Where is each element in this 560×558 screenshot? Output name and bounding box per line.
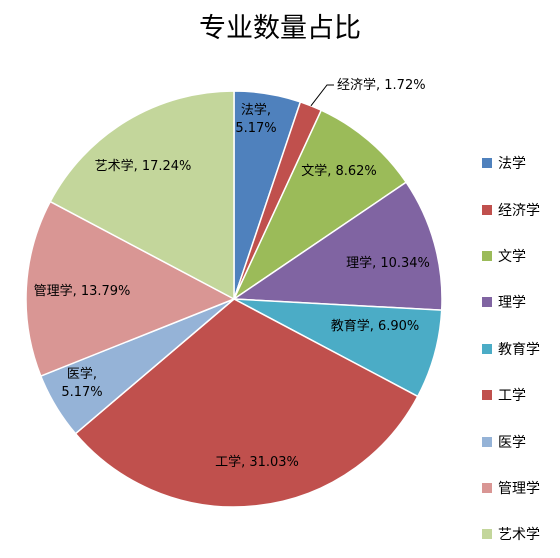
legend-item-艺术学: 艺术学: [482, 511, 540, 557]
chart-title: 专业数量占比: [199, 13, 361, 44]
legend-item-工学: 工学: [482, 372, 540, 418]
legend-item-理学: 理学: [482, 279, 540, 325]
pie-slice-艺术学: [49, 90, 235, 301]
legend-label: 文学: [498, 248, 526, 265]
legend-item-法学: 法学: [482, 140, 540, 186]
data-label-医学: 医学, 5.17%: [61, 366, 102, 400]
legend-label: 工学: [498, 388, 526, 405]
legend-swatch: [482, 158, 492, 169]
legend-swatch: [482, 343, 492, 354]
data-label-法学: 法学, 5.17%: [235, 102, 276, 136]
legend: 法学经济学文学理学教育学工学医学管理学艺术学: [482, 140, 540, 558]
legend-swatch: [482, 529, 492, 540]
data-label-工学: 工学, 31.03%: [215, 454, 299, 470]
pie-slice-工学: [74, 298, 419, 508]
legend-item-文学: 文学: [482, 233, 540, 279]
data-label-艺术学: 艺术学, 17.24%: [95, 158, 192, 174]
data-label-文学: 文学, 8.62%: [301, 163, 377, 179]
legend-swatch: [482, 436, 492, 447]
legend-label: 教育学: [498, 341, 540, 358]
legend-swatch: [482, 204, 492, 215]
legend-item-教育学: 教育学: [482, 326, 540, 372]
data-label-教育学: 教育学, 6.90%: [331, 318, 420, 334]
legend-swatch: [482, 390, 492, 401]
pie-slice-管理学: [25, 200, 236, 377]
pie-chart: 法学, 5.17% 经济学, 1.72% 文学, 8.62% 理学, 10.34% 教育学…: [25, 77, 443, 508]
data-label-理学: 理学, 10.34%: [346, 255, 430, 271]
legend-label: 理学: [498, 295, 526, 312]
pie-slice-文学: [232, 109, 408, 302]
legend-item-经济学: 经济学: [482, 186, 540, 232]
legend-swatch: [482, 297, 492, 308]
legend-item-医学: 医学: [482, 418, 540, 464]
legend-swatch: [482, 250, 492, 261]
pie-slice-理学: [231, 181, 443, 311]
leader-line-经济学: [310, 84, 334, 107]
legend-label: 法学: [498, 156, 526, 173]
data-label-管理学: 管理学, 13.79%: [34, 283, 131, 299]
legend-item-管理学: 管理学: [482, 465, 540, 511]
legend-label: 艺术学: [498, 527, 540, 544]
data-label-经济学: 经济学, 1.72%: [337, 77, 426, 93]
legend-label: 经济学: [498, 202, 540, 219]
legend-label: 医学: [498, 434, 526, 451]
legend-swatch: [482, 482, 492, 493]
legend-label: 管理学: [498, 480, 540, 497]
